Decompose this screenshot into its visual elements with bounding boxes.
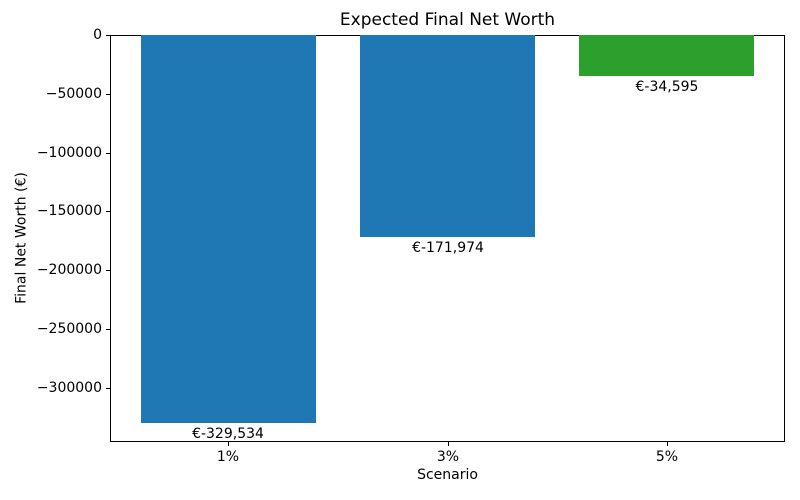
x-tick-mark [448,442,449,446]
bar [141,35,316,423]
x-axis-label: Scenario [417,467,478,483]
y-tick-label: −100000 [36,145,102,161]
y-tick-mark [106,94,110,95]
x-tick-mark [667,442,668,446]
y-tick-mark [106,153,110,154]
y-tick-label: −200000 [36,262,102,278]
y-tick-mark [106,211,110,212]
y-tick-mark [106,35,110,36]
x-tick-mark [228,442,229,446]
y-tick-label: 0 [93,27,102,43]
y-tick-label: −250000 [36,321,102,337]
x-tick-label: 5% [655,449,679,465]
y-tick-mark [106,329,110,330]
bar [579,35,754,76]
y-tick-mark [106,270,110,271]
chart-title: Expected Final Net Worth [339,10,556,30]
bar [360,35,535,237]
y-tick-label: −50000 [45,86,102,102]
bar-value-label: €-171,974 [412,240,484,256]
x-tick-label: 1% [216,449,240,465]
y-tick-mark [106,388,110,389]
y-tick-label: −300000 [36,380,102,396]
y-tick-label: −150000 [36,203,102,219]
bar-value-label: €-34,595 [635,79,699,95]
bar-value-label: €-329,534 [192,426,264,442]
x-tick-label: 3% [436,449,460,465]
